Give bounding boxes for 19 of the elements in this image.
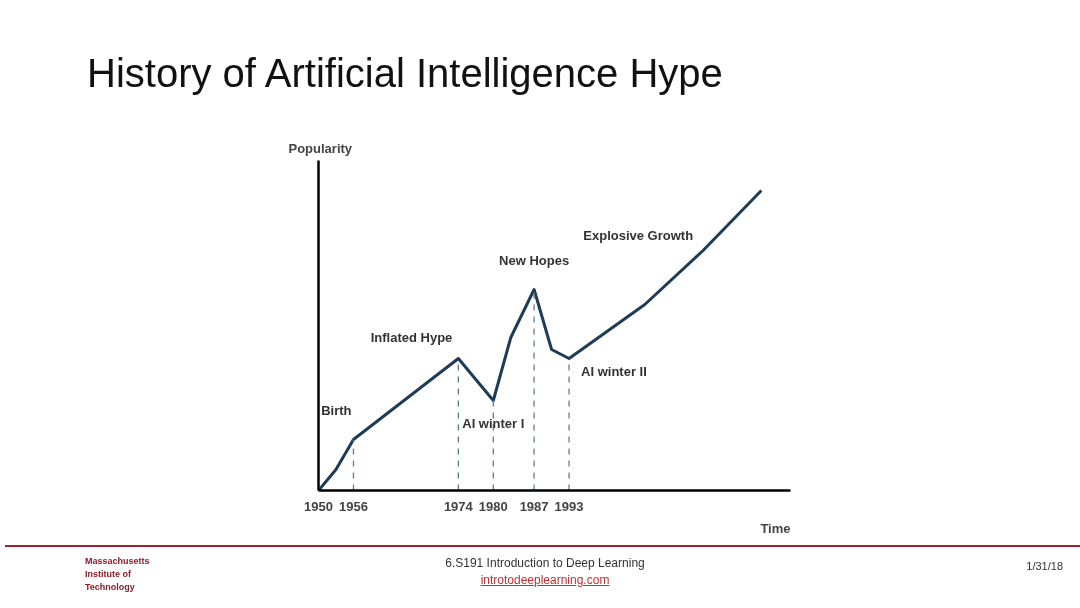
annotation: Inflated Hype <box>370 329 453 345</box>
y-axis-title: Popularity <box>288 140 353 156</box>
x-tick-label: 1980 <box>478 498 508 514</box>
text: 6.S191 Introduction to Deep Learning <box>445 556 645 570</box>
x-tick-label: 1987 <box>519 498 549 514</box>
annotation: AI winter I <box>462 415 525 431</box>
annotation: Explosive Growth <box>583 227 694 243</box>
annotation: New Hopes <box>499 252 570 268</box>
x-tick-label: 1950 <box>304 498 333 514</box>
annotation: AI winter II <box>581 363 647 379</box>
annotation: Birth <box>321 402 352 418</box>
x-tick-label: 1956 <box>339 498 368 514</box>
text: 1/31/18 <box>1026 559 1063 574</box>
chart-title: History of Artificial Intelligence Hype <box>87 50 723 97</box>
text: introtodeeplearning.com <box>480 573 610 588</box>
x-axis-title: Time <box>760 520 791 536</box>
x-tick-label: 1993 <box>554 498 584 514</box>
text: Massachusetts Institute of Technology <box>85 555 151 594</box>
x-tick-label: 1974 <box>443 498 474 514</box>
